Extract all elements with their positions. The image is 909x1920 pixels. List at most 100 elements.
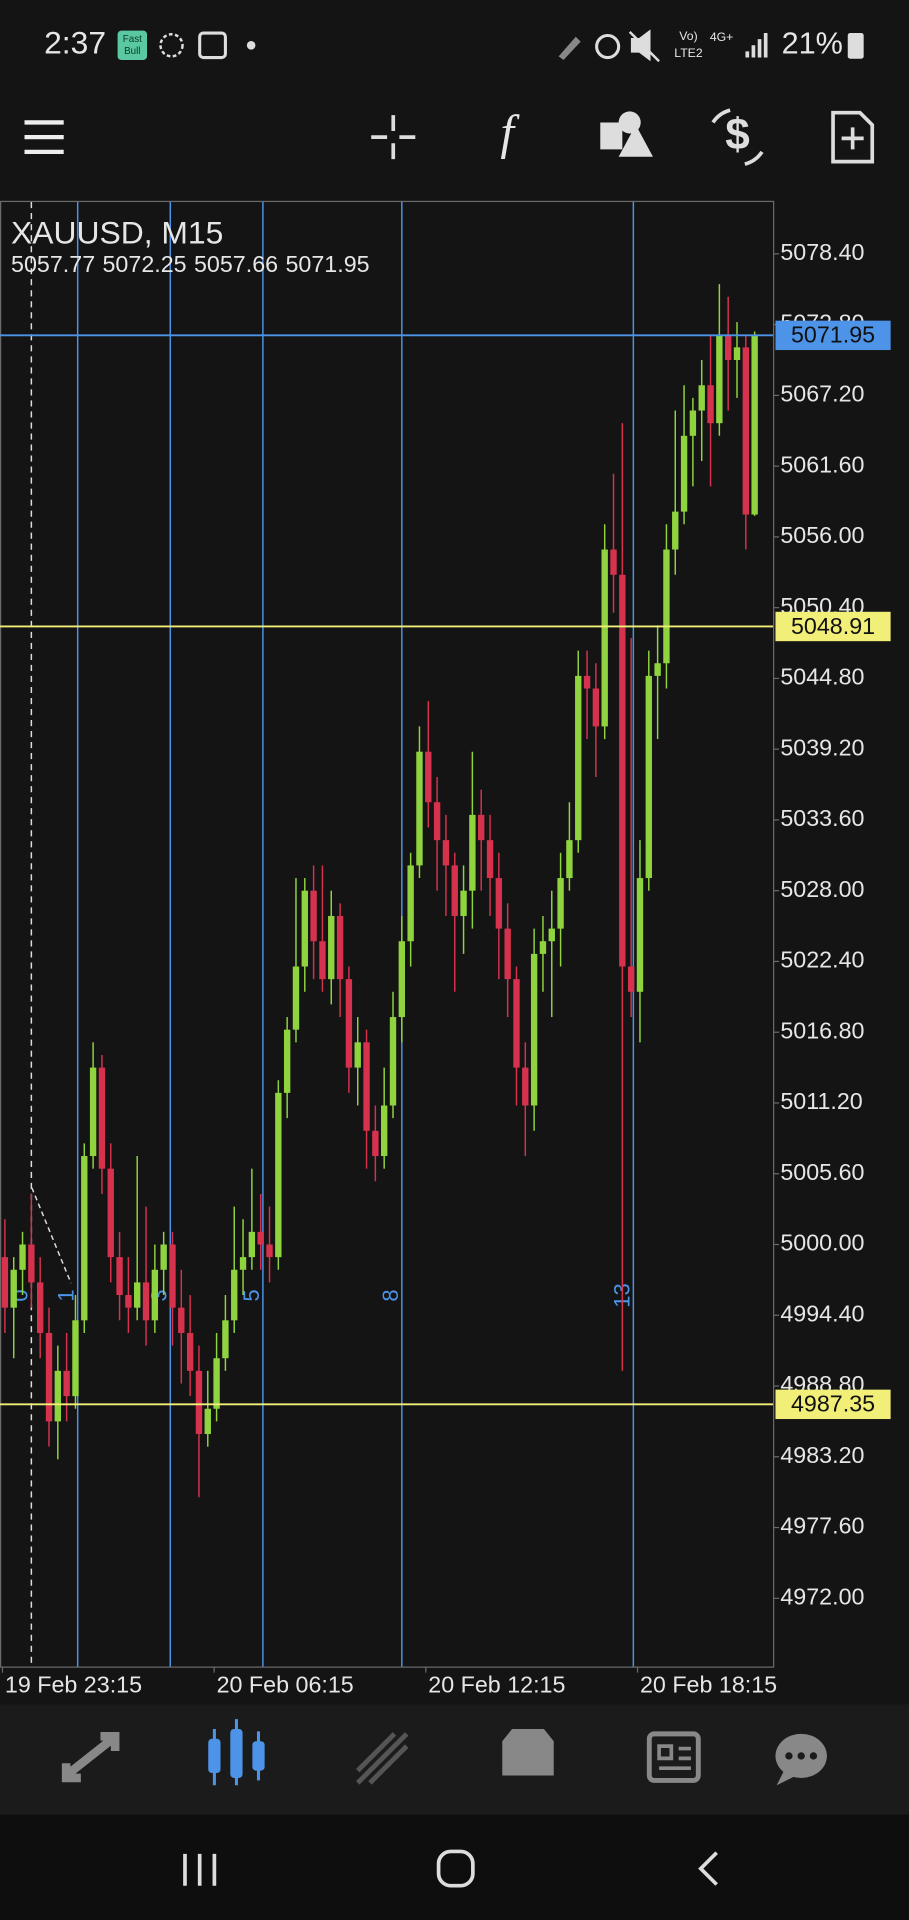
candle-body bbox=[522, 1067, 529, 1106]
candle-body bbox=[425, 751, 432, 803]
price-tag bbox=[775, 611, 891, 642]
candle-body bbox=[239, 1257, 247, 1270]
candle-body bbox=[28, 1244, 35, 1283]
candle-body bbox=[566, 840, 573, 879]
candle-body bbox=[416, 751, 423, 866]
candle-body bbox=[698, 385, 705, 411]
chart-tab[interactable] bbox=[208, 1719, 265, 1786]
candle-body bbox=[186, 1332, 194, 1371]
new-order-button[interactable] bbox=[831, 110, 875, 164]
dot bbox=[246, 41, 256, 50]
price-tag-label: 4987.35 bbox=[791, 1391, 875, 1417]
candle-body bbox=[204, 1408, 211, 1435]
ohlc-value: 5071.95 bbox=[285, 251, 369, 277]
network: 4G+ bbox=[710, 30, 733, 44]
history-tab[interactable] bbox=[502, 1728, 554, 1776]
candle-body bbox=[1, 1257, 9, 1308]
ohlc-value: 5057.77 bbox=[11, 251, 95, 277]
clock: 2:37 bbox=[44, 25, 106, 61]
candle-body bbox=[301, 890, 308, 967]
candle-body bbox=[724, 334, 732, 360]
quotes-tab[interactable] bbox=[61, 1732, 120, 1783]
trade-arrows bbox=[711, 108, 764, 166]
y-tick-label: 5005.60 bbox=[780, 1159, 864, 1185]
candle-body bbox=[575, 675, 582, 841]
candle-body bbox=[380, 1105, 388, 1157]
y-tick-label: 4977.60 bbox=[780, 1513, 864, 1539]
objects-button-part bbox=[618, 111, 641, 134]
y-tick-label: 5016.80 bbox=[780, 1017, 864, 1043]
candle-body bbox=[257, 1231, 264, 1245]
time-zone-label: 5 bbox=[239, 1289, 264, 1301]
signal-icon bbox=[745, 33, 768, 58]
candle-body bbox=[107, 1168, 114, 1258]
home-button[interactable] bbox=[436, 1849, 475, 1888]
pen-icon bbox=[558, 36, 581, 60]
candle-body bbox=[372, 1130, 379, 1157]
candle-body bbox=[178, 1307, 185, 1333]
menu-button[interactable] bbox=[24, 120, 64, 154]
candle-body bbox=[751, 335, 758, 515]
app-badge: Fast bbox=[123, 34, 142, 45]
candle-body bbox=[81, 1156, 88, 1321]
candle-body bbox=[610, 549, 617, 575]
system-nav bbox=[0, 1814, 909, 1920]
x-tick-label: 20 Feb 06:15 bbox=[217, 1671, 354, 1697]
candle-body bbox=[10, 1269, 17, 1308]
candle-body bbox=[513, 979, 520, 1068]
trade-tab[interactable] bbox=[355, 1732, 409, 1785]
ohlc-value: 5072.25 bbox=[103, 251, 187, 277]
news-tab-lines bbox=[657, 1744, 691, 1770]
candle-body bbox=[442, 840, 450, 866]
volte: LTE2 bbox=[674, 46, 703, 60]
chat-dot bbox=[797, 1752, 805, 1760]
objects-button[interactable] bbox=[600, 122, 653, 157]
candle-body bbox=[530, 953, 538, 1106]
candle-body bbox=[672, 511, 679, 550]
candle-body bbox=[478, 814, 485, 841]
candle-body bbox=[151, 1269, 159, 1321]
candle-body bbox=[645, 675, 652, 879]
recents-button[interactable] bbox=[183, 1853, 217, 1886]
symbol-title: XAUUSD, M15 bbox=[11, 215, 223, 251]
back-button[interactable] bbox=[698, 1851, 718, 1886]
new-order-plus bbox=[841, 127, 864, 150]
candle-body bbox=[398, 941, 406, 1018]
y-tick-label: 4972.00 bbox=[780, 1583, 864, 1609]
y-tick-label: 5028.00 bbox=[780, 876, 864, 902]
candle-body bbox=[328, 915, 335, 980]
candle-body bbox=[36, 1282, 44, 1333]
candle-body bbox=[231, 1269, 238, 1321]
candle-body bbox=[319, 941, 326, 980]
x-tick-label: 20 Feb 12:15 bbox=[428, 1671, 565, 1697]
candle-body bbox=[195, 1370, 203, 1435]
candle-body bbox=[54, 1370, 62, 1422]
gallery-icon bbox=[198, 31, 227, 60]
candle-body bbox=[504, 928, 511, 980]
candle-body bbox=[592, 688, 600, 727]
candle-body bbox=[460, 890, 467, 916]
ohlc-readout: 5057.77 5072.25 5057.66 5071.95 bbox=[11, 251, 370, 277]
chat-dot bbox=[809, 1752, 818, 1760]
price-tag bbox=[775, 320, 891, 351]
crosshair-button[interactable] bbox=[371, 115, 416, 160]
candle-body bbox=[636, 878, 644, 992]
candle-body bbox=[213, 1358, 220, 1409]
news-tab[interactable] bbox=[646, 1731, 701, 1783]
candle-body bbox=[19, 1244, 26, 1270]
time-zone-label: 3 bbox=[146, 1289, 171, 1301]
candle-body bbox=[654, 663, 661, 676]
app-badge: Bull bbox=[124, 46, 140, 57]
y-tick-label: 4994.40 bbox=[780, 1300, 864, 1326]
candle-body bbox=[486, 840, 494, 879]
y-tick-label: 5061.60 bbox=[780, 451, 864, 477]
y-tick-label: 5000.00 bbox=[780, 1230, 864, 1256]
chat-tail bbox=[776, 1770, 797, 1786]
candle-body bbox=[583, 675, 591, 689]
trade-button[interactable]: $ bbox=[725, 110, 750, 159]
candle-body bbox=[663, 549, 670, 664]
candle-body bbox=[557, 878, 564, 929]
app-icon bbox=[117, 30, 148, 60]
time-zone-label: 1 bbox=[54, 1289, 79, 1301]
alarm-icon bbox=[595, 33, 621, 60]
